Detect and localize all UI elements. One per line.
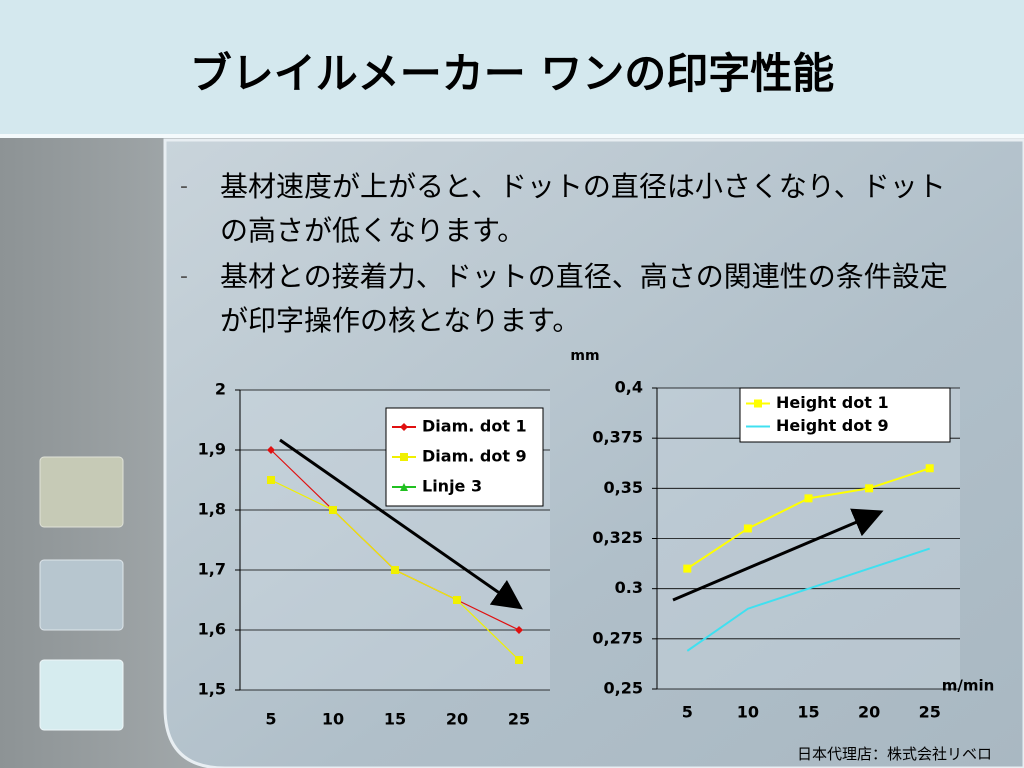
marker (743, 524, 752, 533)
header-rule (0, 134, 1024, 138)
bullet: 基材との接着力、ドットの直径、高さの関連性の条件設定が印字操作の核となります。 (180, 255, 970, 343)
x-tick-label: 5 (265, 710, 276, 729)
marker (515, 656, 523, 664)
x-axis-label: m/min (942, 677, 995, 695)
header-band (0, 0, 1024, 135)
marker (804, 494, 813, 503)
legend-label: Height dot 9 (776, 416, 889, 435)
y-tick-label: 1,5 (198, 680, 226, 699)
marker (683, 564, 692, 573)
x-tick-label: 25 (508, 710, 530, 729)
marker (400, 483, 408, 491)
marker (453, 596, 461, 604)
bullet: 基材速度が上がると、ドットの直径は小さくなり、ドットの高さが低くなります。 (180, 165, 970, 253)
y-tick-label: 0,35 (604, 478, 643, 497)
trend-arrow (279, 438, 523, 610)
y-tick-label: 0,275 (592, 628, 643, 647)
decor-square (39, 659, 124, 731)
marker (925, 464, 934, 473)
x-tick-label: 20 (858, 703, 880, 722)
footer: 日本代理店：株式会社リベロ (796, 745, 992, 763)
legend-label: Height dot 1 (776, 393, 889, 412)
x-tick-label: 15 (797, 703, 819, 722)
trend-arrow (672, 508, 884, 602)
x-tick-label: 5 (682, 703, 693, 722)
y-tick-label: 0.3 (615, 578, 643, 597)
marker (515, 626, 523, 634)
slide-title: ブレイルメーカー ワンの印字性能 (189, 49, 835, 98)
decor-square (39, 456, 124, 528)
legend-label: Diam. dot 1 (422, 417, 527, 436)
legend-box (739, 387, 951, 443)
x-tick-label: 15 (384, 710, 406, 729)
marker (267, 476, 275, 484)
x-tick-label: 20 (446, 710, 468, 729)
y-tick-label: 1,8 (198, 500, 226, 519)
y-tick-label: 2 (215, 380, 226, 399)
marker (400, 453, 408, 461)
y-tick-label: 0,325 (592, 528, 643, 547)
marker (267, 446, 275, 454)
marker (865, 484, 874, 493)
y-axis-label: mm (570, 348, 599, 364)
series-line (686, 547, 931, 652)
bullet-list: 基材速度が上がると、ドットの直径は小さくなり、ドットの高さが低くなります。 基材… (180, 165, 970, 345)
marker (754, 399, 762, 408)
y-tick-label: 1,9 (198, 440, 226, 459)
marker (400, 423, 408, 431)
x-tick-label: 10 (322, 710, 344, 729)
decor-square (39, 559, 124, 631)
marker (329, 506, 337, 514)
y-tick-label: 0,25 (604, 679, 643, 698)
x-tick-label: 25 (919, 703, 941, 722)
y-tick-label: 1,7 (198, 560, 226, 579)
marker (391, 566, 399, 574)
x-tick-label: 10 (737, 703, 759, 722)
legend-label: Linje 3 (422, 477, 482, 496)
y-tick-label: 1,6 (198, 620, 226, 639)
y-tick-label: 0,4 (615, 378, 643, 397)
y-tick-label: 0,375 (592, 428, 643, 447)
legend-label: Diam. dot 9 (422, 447, 527, 466)
